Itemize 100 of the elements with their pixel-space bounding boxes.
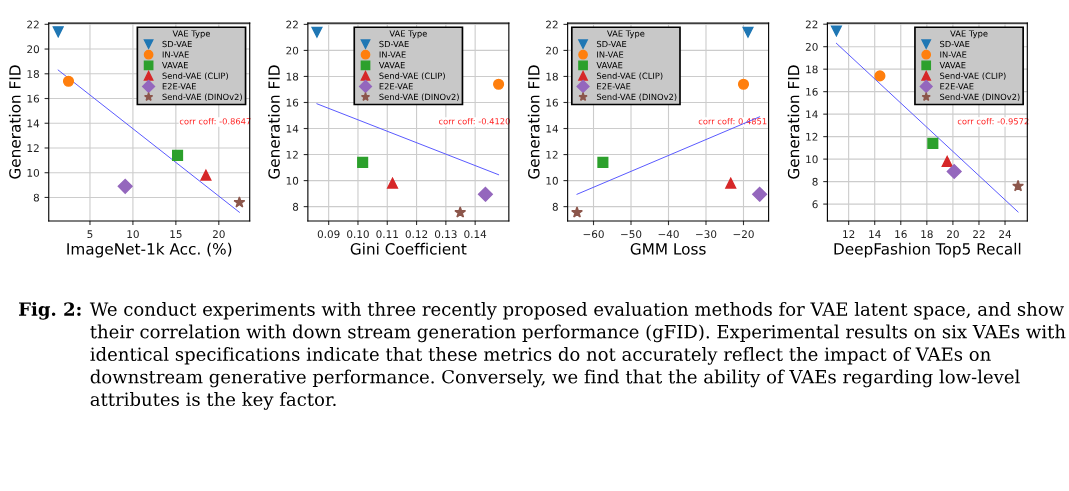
y-axis-title: Generation FID [787,65,800,179]
y-tick-label: 6 [812,200,818,209]
y-tick-label: 14 [546,124,559,133]
legend-label: Send-VAE (DINOv2) [940,93,1020,101]
legend-title: VAE Type [389,30,427,39]
y-tick-label: 16 [546,98,558,107]
x-axis-title: GMM Loss [630,243,706,255]
point [571,206,583,218]
x-axis-title: Gini Coefficient [350,242,467,255]
y-tick-label: 16 [27,94,40,103]
point [742,26,754,38]
x-tick-label: 0.12 [405,230,428,239]
y-tick-label: 12 [806,132,818,141]
legend-label: Send-VAE (CLIP) [596,72,663,80]
legend-label: VAVAE [162,62,188,69]
legend-title: VAE Type [607,30,645,39]
x-tick-label: −50 [621,230,642,239]
x-tick-label: 18 [921,230,933,239]
y-tick-label: 10 [27,168,40,177]
legend-label: E2E-VAE [379,83,413,90]
y-tick-label: 12 [546,150,558,159]
y-tick-label: 20 [805,42,818,51]
legend-label: Send-VAE (DINOv2) [379,93,459,101]
text: We conduct experiments with three recently proposed evaluation methods for VAE latent space, and show their correlation with down stream generation performance (gFID). Experimental results on six VAEs with identical specifications indicate that these metrics do not accurately reflect the impact of VAEs on downstream generative performance. Conversely, we find that the ability of VAEs regarding low-level attributes is the key factor. [89,301,1066,410]
x-tick-label: 0.11 [376,230,398,239]
legend-label: Send-VAE (DINOv2) [162,93,242,101]
y-tick-label: 12 [286,150,298,159]
y-tick-label: 18 [546,72,558,81]
y-tick-label: 16 [286,98,299,107]
legend-label: E2E-VAE [597,83,631,90]
point [941,155,953,167]
x-tick-label: −60 [583,230,604,239]
point [357,156,369,168]
point [62,75,75,87]
y-tick-label: 12 [27,144,39,152]
x-tick-label: 0.10 [347,230,369,239]
legend-label: SD-VAE [379,40,409,48]
legend-label: Send-VAE (CLIP) [162,72,228,80]
x-tick-label: −40 [658,230,679,239]
point [493,78,505,90]
y-tick-label: 20 [546,46,558,55]
x-tick-label: 16 [895,230,907,239]
point [752,186,768,202]
x-tick-label: 24 [999,230,1012,238]
point [233,196,246,208]
point [737,78,750,90]
x-tick-label: 0.09 [317,230,340,239]
x-axis-title: DeepFashion Top5 Recall [834,242,1021,258]
y-tick-label: 16 [806,87,818,96]
legend-label: Send-VAE (CLIP) [940,72,1006,80]
point [172,149,184,161]
point [946,163,962,180]
x-tick-label: 10 [127,230,139,239]
legend-label: SD-VAE [940,40,970,48]
y-tick-label: 8 [292,202,299,211]
y-tick-label: 22 [805,20,818,29]
point [454,206,467,218]
legend-label: SD-VAE [596,40,627,48]
y-tick-label: 22 [286,20,298,29]
point [1012,179,1025,192]
y-tick-label: 20 [286,46,299,55]
point [927,137,939,149]
x-tick-label: 5 [87,230,93,239]
x-tick-label: 22 [973,230,985,238]
y-tick-label: 20 [27,45,40,54]
legend-label: IN-VAE [379,51,406,58]
y-tick-label: 8 [812,177,818,186]
x-tick-label: 20 [947,230,959,239]
legend-label: E2E-VAE [162,83,196,90]
x-tick-label: 14 [869,230,881,238]
y-tick-label: 14 [27,119,40,128]
y-axis-title: Generation FID [527,65,540,179]
legend-label: E2E-VAE [940,83,974,90]
point [311,26,323,38]
x-tick-label: −30 [696,230,717,239]
point [725,177,737,189]
y-tick-label: 10 [806,155,818,164]
x-tick-label: 15 [170,230,182,239]
y-tick-label: 8 [552,202,558,211]
legend-label: SD-VAE [162,40,192,48]
point [52,26,64,38]
legend-label: IN-VAE [940,51,967,58]
point [597,156,609,168]
legend-title: VAE Type [950,30,988,39]
y-tick-label: 18 [27,70,40,78]
legend-label: Send-VAE (CLIP) [379,72,445,80]
y-tick-label: 8 [33,193,40,202]
legend-label: VAVAE [596,62,623,69]
legend-title: VAE Type [172,30,210,39]
caption: Fig. 2: [19,301,81,320]
legend-label: IN-VAE [597,51,624,58]
point [117,178,133,194]
y-tick-label: 18 [806,65,818,74]
legend-label: IN-VAE [162,51,189,58]
y-tick-label: 18 [286,72,299,81]
legend-label: VAVAE [939,62,966,69]
y-tick-label: 10 [286,176,299,185]
y-tick-label: 10 [546,176,558,185]
legend-label: Send-VAE (DINOv2) [596,93,677,101]
y-axis-title: Generation FID [268,65,280,179]
